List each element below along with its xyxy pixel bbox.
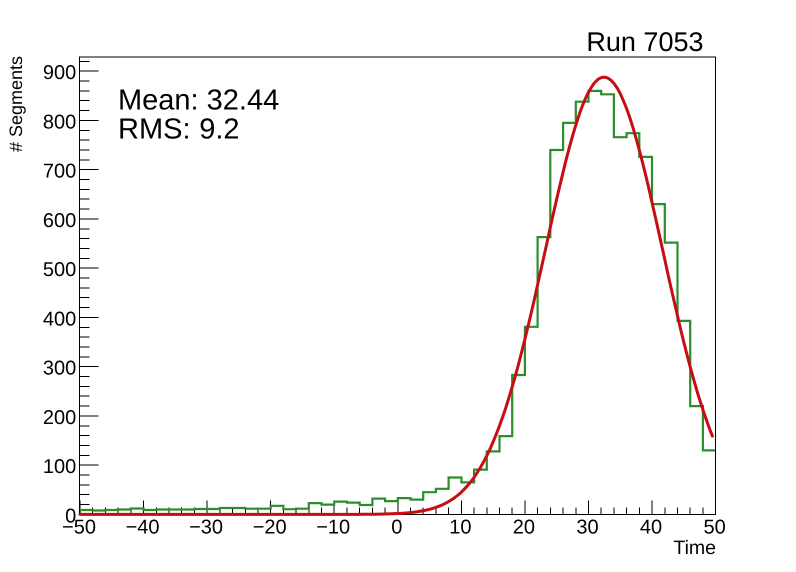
svg-text:RMS:: RMS:	[118, 114, 191, 146]
svg-text:400: 400	[43, 308, 76, 330]
svg-text:10: 10	[449, 517, 471, 539]
svg-text:0: 0	[65, 505, 76, 527]
svg-text:# Segments: # Segments	[6, 56, 26, 152]
svg-text:500: 500	[43, 259, 76, 281]
svg-text:9.2: 9.2	[199, 114, 239, 146]
svg-text:700: 700	[43, 161, 76, 183]
svg-text:50: 50	[703, 517, 725, 539]
svg-text:200: 200	[43, 407, 76, 429]
svg-text:100: 100	[43, 456, 76, 478]
svg-text:−50: −50	[62, 517, 96, 539]
svg-text:800: 800	[43, 111, 76, 133]
svg-text:Run 7053: Run 7053	[586, 27, 703, 57]
svg-text:900: 900	[43, 62, 76, 84]
svg-text:40: 40	[640, 517, 662, 539]
svg-text:300: 300	[43, 358, 76, 380]
svg-text:−30: −30	[189, 517, 223, 539]
svg-text:−20: −20	[253, 517, 287, 539]
svg-text:600: 600	[43, 210, 76, 232]
svg-text:Time: Time	[673, 537, 716, 559]
svg-text:0: 0	[391, 517, 402, 539]
svg-text:−40: −40	[126, 517, 160, 539]
svg-text:30: 30	[576, 517, 598, 539]
svg-text:20: 20	[513, 517, 535, 539]
svg-text:−10: −10	[316, 517, 350, 539]
svg-text:Mean: 32.44: Mean: 32.44	[118, 84, 279, 116]
